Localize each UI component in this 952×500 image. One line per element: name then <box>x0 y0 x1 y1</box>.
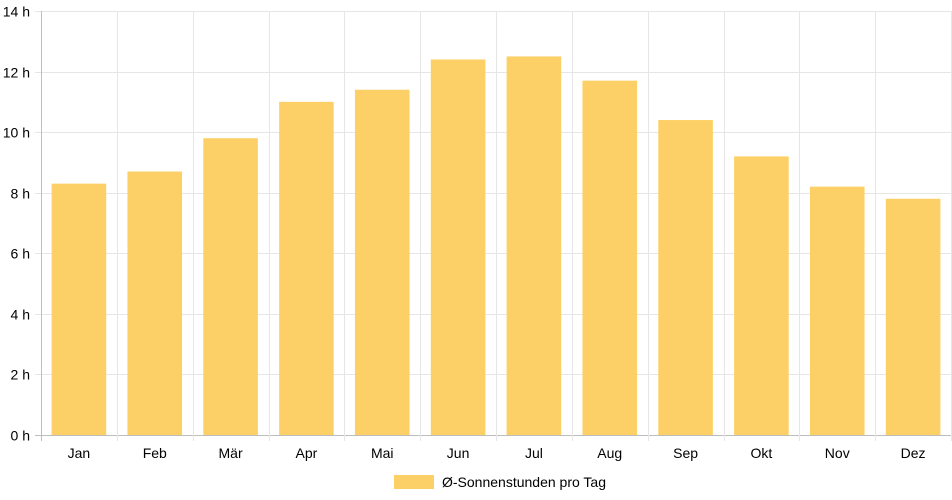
legend-label: Ø-Sonnenstunden pro Tag <box>442 474 606 490</box>
grid <box>35 11 952 441</box>
x-tick-label: Jul <box>525 445 543 461</box>
y-tick-label: 12 h <box>3 65 30 81</box>
bar-Feb <box>127 171 183 435</box>
y-tick-label: 8 h <box>11 186 30 202</box>
legend: Ø-Sonnenstunden pro Tag <box>394 474 606 490</box>
bar-Sep <box>658 120 713 436</box>
y-tick-label: 0 h <box>11 428 30 444</box>
bar-Jul <box>506 56 562 436</box>
bar-Aug <box>582 80 638 436</box>
x-tick-label: Feb <box>143 445 167 461</box>
x-tick-label: Apr <box>296 445 318 461</box>
x-tick-label: Sep <box>673 445 698 461</box>
bar-Jun <box>430 59 486 435</box>
y-tick-label: 2 h <box>11 367 30 383</box>
x-tick-label: Jan <box>68 445 91 461</box>
y-tick-label: 10 h <box>3 125 30 141</box>
bar-Apr <box>279 101 334 435</box>
y-axis-ticks: 0 h 2 h 4 h 6 h 8 h 10 h 12 h 14 h <box>3 4 30 444</box>
bar-Dez <box>885 198 941 435</box>
legend-swatch <box>394 475 435 489</box>
x-tick-label: Mai <box>371 445 394 461</box>
bar-Okt <box>734 156 789 435</box>
x-tick-label: Jun <box>447 445 470 461</box>
x-tick-label: Dez <box>901 445 926 461</box>
y-tick-label: 14 h <box>3 4 30 20</box>
x-axis-ticks: Jan Feb Mär Apr Mai Jun Jul Aug Sep Okt Nov Dez <box>68 445 926 461</box>
x-tick-label: Mär <box>219 445 243 461</box>
x-tick-label: Nov <box>825 445 850 461</box>
x-tick-label: Aug <box>597 445 622 461</box>
y-tick-label: 6 h <box>11 246 30 262</box>
bar-Mär <box>203 138 258 435</box>
bar-Jan <box>51 183 107 435</box>
y-tick-label: 4 h <box>11 307 30 323</box>
x-tick-label: Okt <box>751 445 773 461</box>
bar-Mai <box>354 89 410 435</box>
bars <box>51 56 941 436</box>
bar-Nov <box>809 186 865 435</box>
